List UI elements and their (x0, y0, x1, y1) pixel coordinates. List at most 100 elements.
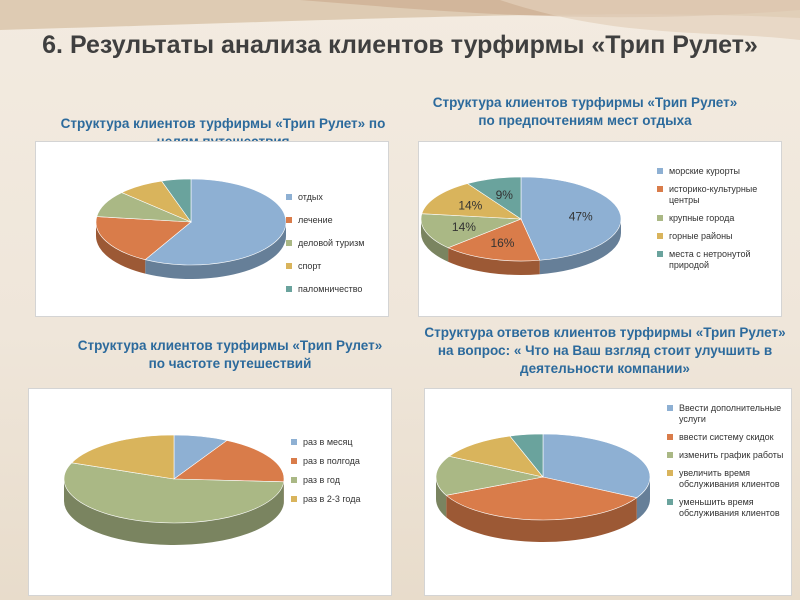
legend-label: места с нетронутой природой (669, 249, 751, 270)
pie-slice-side (539, 219, 621, 275)
legend-item: раз в полгода (291, 456, 381, 467)
legend-item: лечение (286, 215, 386, 226)
legend-swatch (286, 194, 292, 200)
legend-item: деловой туризм (286, 238, 386, 249)
legend-swatch (291, 477, 297, 483)
legend-item: раз в год (291, 475, 381, 486)
legend-label: увеличить время обслуживания клиентов (679, 468, 780, 489)
pie-slice (542, 433, 651, 499)
pie-data-label: 14% (458, 198, 482, 212)
pie-slice (420, 213, 522, 249)
legend-item: историко-культурные центры (657, 184, 775, 206)
chart-panel-places: 47% 16% 14% 14% 9% морские курорты историко-к… (418, 141, 782, 317)
chart-panel-frequency: раз в месяц раз в полгода раз в год раз в 2… (28, 388, 392, 596)
pie-data-label: 9% (496, 188, 514, 202)
chart-title-improvements: Структура ответов клиентов турфирмы «Три… (424, 325, 786, 376)
pie-slice (520, 176, 622, 261)
legend-label: крупные города (669, 213, 735, 223)
legend-label: раз в месяц (303, 437, 353, 447)
legend-item: спорт (286, 261, 386, 272)
pie-slice (445, 476, 638, 521)
legend-swatch (667, 452, 673, 458)
legend-swatch (286, 217, 292, 223)
legend-label: лечение (298, 215, 333, 225)
legend-item: места с нетронутой природой (657, 249, 775, 271)
pie-slice (447, 218, 541, 262)
legend-label: Ввести дополнительные услуги (679, 403, 782, 424)
legend-item: изменить график работы (667, 450, 785, 461)
pie-slice-side (446, 495, 637, 542)
legend-label: уменьшить время обслуживания клиентов (679, 497, 780, 518)
legend-item: ввести систему скидок (667, 432, 785, 443)
legend-label: морские курорты (669, 166, 741, 176)
legend-label: раз в 2-3 года (303, 494, 361, 504)
legend-label: спорт (298, 261, 322, 271)
legend-swatch (667, 470, 673, 476)
legend-swatch (291, 458, 297, 464)
legend-label: изменить график работы (679, 450, 784, 460)
legend-swatch (657, 251, 663, 257)
legend-item: уменьшить время обслуживания клиентов (667, 497, 785, 519)
pie-slice (71, 434, 175, 480)
legend-label: деловой туризм (298, 238, 365, 248)
chart-title-places: Структура клиентов турфирмы «Трип Рулет»… (432, 95, 738, 128)
pie-slice (421, 183, 523, 220)
pie-slice (63, 462, 285, 524)
pie-slice (95, 216, 192, 261)
legend-goals: отдых лечение деловой туризм спорт паломниче… (286, 192, 386, 307)
chart-title-goals: Структура клиентов турфирмы «Трип Рулет»… (60, 116, 386, 141)
pie-slice (509, 433, 544, 478)
slide-title: 6. Результаты анализа клиентов турфирмы … (42, 31, 758, 59)
legend-swatch (286, 263, 292, 269)
pie-slice-side (63, 479, 284, 546)
legend-swatch (667, 405, 673, 411)
legend-improvements: Ввести дополнительные услуги ввести систе… (667, 403, 785, 526)
legend-item: крупные города (657, 213, 775, 224)
header-decoration (0, 0, 800, 40)
legend-item: морские курорты (657, 166, 775, 177)
pie-data-label: 16% (490, 236, 514, 250)
legend-swatch (286, 286, 292, 292)
pie-chart-goals (95, 178, 287, 279)
chart-panel-improvements: Ввести дополнительные услуги ввести систе… (424, 388, 792, 596)
legend-swatch (657, 233, 663, 239)
legend-label: отдых (298, 192, 323, 202)
legend-item: Ввести дополнительные услуги (667, 403, 785, 425)
legend-label: ввести систему скидок (679, 432, 774, 442)
legend-swatch (286, 240, 292, 246)
legend-swatch (667, 434, 673, 440)
legend-label: раз в полгода (303, 456, 360, 466)
pie-slice-side (436, 477, 447, 518)
legend-swatch (657, 186, 663, 192)
pie-slice (144, 178, 287, 266)
legend-swatch (291, 439, 297, 445)
pie-slice (173, 440, 285, 483)
legend-label: паломничество (298, 284, 363, 294)
legend-label: раз в год (303, 475, 340, 485)
legend-item: раз в месяц (291, 437, 381, 448)
pie-chart-places: 47% 16% 14% 14% 9% (420, 176, 622, 275)
legend-item: паломничество (286, 284, 386, 295)
chart-title-frequency: Структура клиентов турфирмы «Трип Рулет»… (77, 338, 383, 371)
legend-swatch (667, 499, 673, 505)
pie-chart-improvements (435, 433, 651, 542)
legend-item: горные районы (657, 231, 775, 242)
legend-places: морские курорты историко-культурные центр… (657, 166, 775, 278)
legend-label: историко-культурные центры (669, 184, 758, 205)
pie-slice (435, 455, 544, 496)
pie-slice (466, 176, 522, 220)
legend-item: раз в 2-3 года (291, 494, 381, 505)
chart-panel-goals: отдых лечение деловой туризм спорт паломниче… (35, 141, 389, 317)
legend-swatch (657, 168, 663, 174)
pie-slice-side (448, 247, 540, 275)
legend-item: отдых (286, 192, 386, 203)
legend-item: увеличить время обслуживания клиентов (667, 468, 785, 490)
legend-label: горные районы (669, 231, 733, 241)
pie-slice-side (96, 222, 146, 274)
pie-data-label: 14% (452, 220, 476, 234)
pie-slice (161, 178, 192, 223)
pie-chart-frequency (63, 434, 285, 546)
pie-data-label: 47% (569, 210, 593, 224)
pie-slice (448, 435, 544, 478)
legend-swatch (657, 215, 663, 221)
